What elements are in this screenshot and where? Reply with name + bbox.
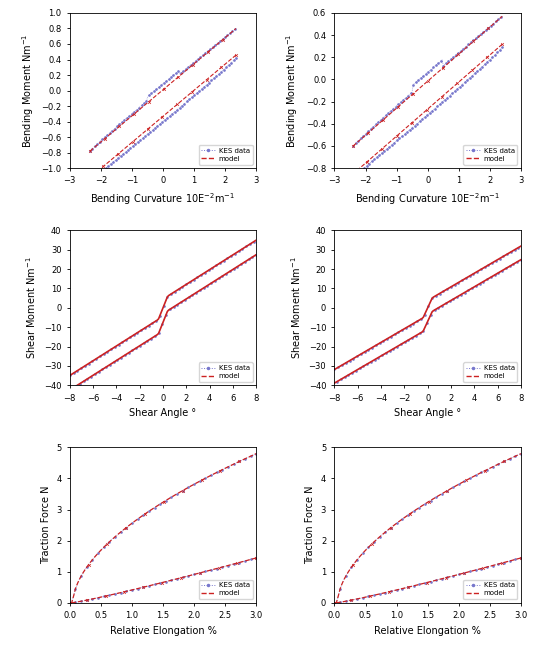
Legend: KES data, model: KES data, model xyxy=(463,362,518,382)
X-axis label: Relative Elongation %: Relative Elongation % xyxy=(110,625,216,636)
Y-axis label: Bending Moment Nm$^{-1}$: Bending Moment Nm$^{-1}$ xyxy=(20,33,35,148)
X-axis label: Bending Curvature 10E$^{-2}$m$^{-1}$: Bending Curvature 10E$^{-2}$m$^{-1}$ xyxy=(355,191,500,207)
Legend: KES data, model: KES data, model xyxy=(199,362,253,382)
Y-axis label: Shear Moment Nm$^{-1}$: Shear Moment Nm$^{-1}$ xyxy=(25,257,38,359)
Y-axis label: Shear Moment Nm$^{-1}$: Shear Moment Nm$^{-1}$ xyxy=(289,257,303,359)
Y-axis label: Traction Force N: Traction Force N xyxy=(305,486,315,564)
Y-axis label: Bending Moment Nm$^{-1}$: Bending Moment Nm$^{-1}$ xyxy=(285,33,300,148)
X-axis label: Relative Elongation %: Relative Elongation % xyxy=(374,625,481,636)
Legend: KES data, model: KES data, model xyxy=(463,145,518,165)
Legend: KES data, model: KES data, model xyxy=(199,145,253,165)
Legend: KES data, model: KES data, model xyxy=(463,579,518,599)
X-axis label: Shear Angle °: Shear Angle ° xyxy=(129,408,197,418)
Y-axis label: Traction Force N: Traction Force N xyxy=(41,486,50,564)
X-axis label: Shear Angle °: Shear Angle ° xyxy=(394,408,461,418)
Legend: KES data, model: KES data, model xyxy=(199,579,253,599)
X-axis label: Bending Curvature 10E$^{-2}$m$^{-1}$: Bending Curvature 10E$^{-2}$m$^{-1}$ xyxy=(91,191,236,207)
